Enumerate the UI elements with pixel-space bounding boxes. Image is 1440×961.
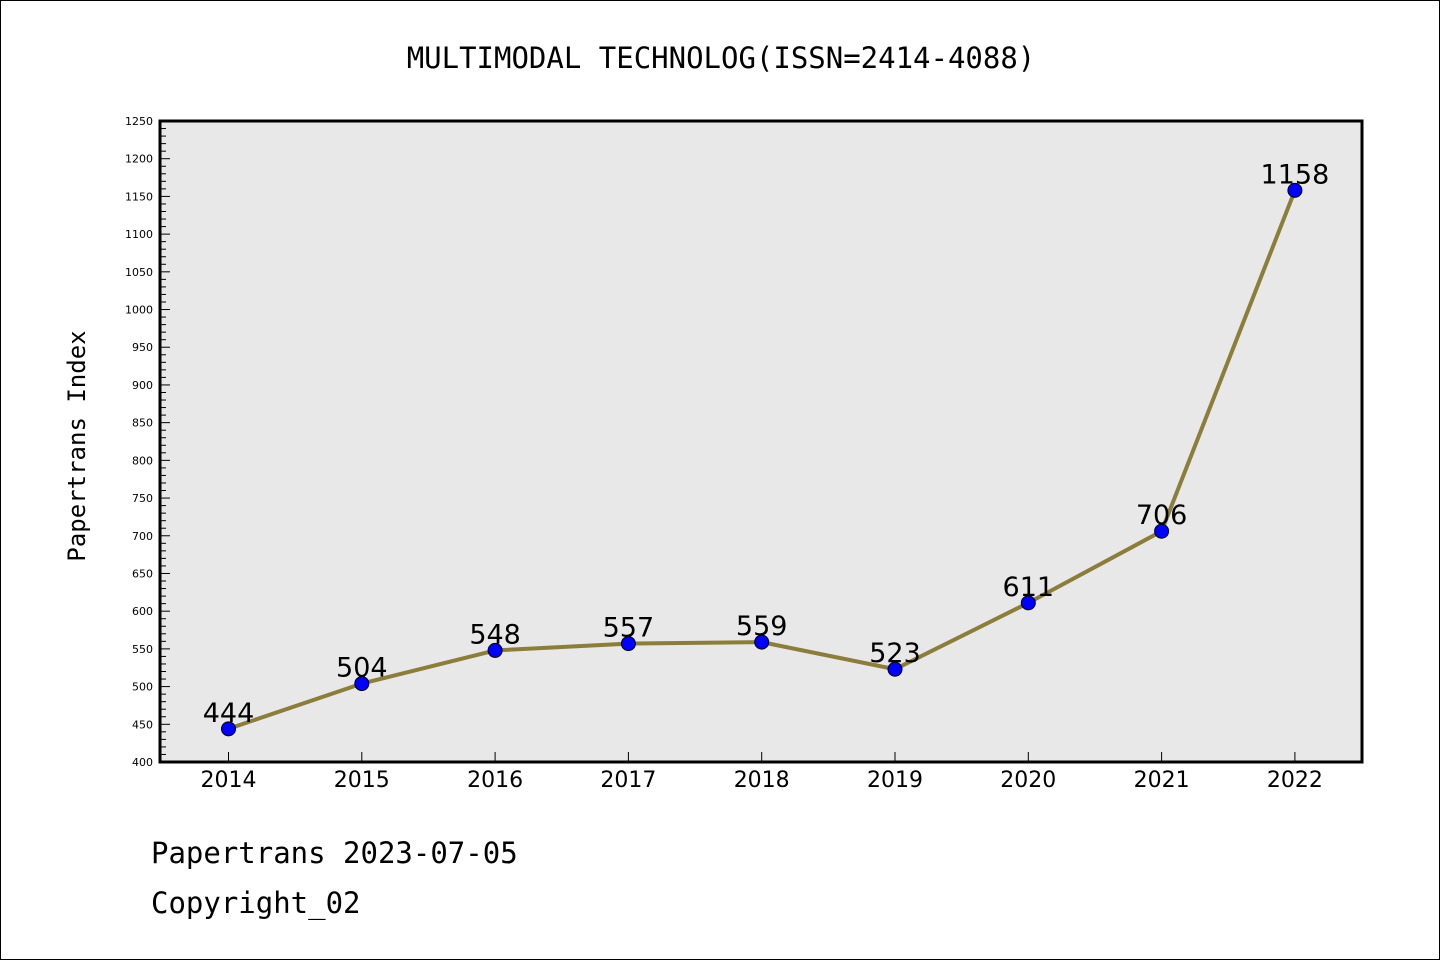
footer-copyright: Copyright_02 [151, 886, 361, 920]
y-tick-label: 750 [132, 492, 153, 505]
plot-border [158, 119, 1364, 764]
y-tick-label: 1150 [125, 190, 153, 203]
plot-area [160, 121, 1362, 762]
x-tick-label: 2022 [1267, 768, 1323, 793]
y-tick-label: 1050 [125, 266, 153, 279]
y-tick-label: 650 [132, 567, 153, 580]
y-tick-label: 500 [132, 681, 153, 694]
x-tick-label: 2014 [201, 768, 257, 793]
y-tick-label: 450 [132, 718, 153, 731]
y-tick-label: 400 [132, 756, 153, 769]
data-point [1287, 182, 1303, 198]
data-label: 706 [1136, 500, 1188, 531]
data-point [1154, 523, 1170, 539]
y-tick-label: 1100 [125, 228, 153, 241]
y-tick-label: 700 [132, 530, 153, 543]
y-tick-label: 900 [132, 379, 153, 392]
data-label: 557 [603, 613, 655, 644]
data-label: 559 [736, 611, 788, 642]
data-point [1020, 595, 1036, 611]
data-point [754, 634, 770, 650]
data-label: 523 [869, 638, 921, 669]
data-labels: 444 504 548 557 559 523 611 706 1158 [203, 159, 1330, 728]
footer-date: Papertrans 2023-07-05 [151, 836, 518, 870]
data-point [354, 676, 370, 692]
data-points [221, 182, 1303, 737]
x-tick-label: 2020 [1000, 768, 1056, 793]
data-label: 1158 [1261, 159, 1330, 190]
y-tick-label: 1000 [125, 304, 153, 317]
data-label: 444 [203, 698, 255, 729]
data-label: 548 [469, 619, 521, 650]
x-tick-label: 2021 [1134, 768, 1190, 793]
y-tick-label: 950 [132, 341, 153, 354]
y-tick-label: 800 [132, 454, 153, 467]
y-tick-label: 1200 [125, 153, 153, 166]
x-axis: 2014 2015 2016 2017 2018 2019 2020 2021 2022 [201, 752, 1323, 793]
y-axis: 400 450 500 550 600 650 700 750 800 850 900 950 1000… [125, 115, 170, 769]
x-tick-label: 2017 [600, 768, 656, 793]
data-point [887, 661, 903, 677]
data-point [221, 721, 236, 737]
data-point [487, 642, 503, 658]
x-tick-label: 2018 [734, 768, 790, 793]
chart-title: MULTIMODAL TECHNOLOG(ISSN=2414-4088) [407, 41, 1036, 75]
data-label: 504 [336, 653, 388, 684]
data-label: 611 [1003, 572, 1055, 603]
x-tick-label: 2015 [334, 768, 390, 793]
y-tick-label: 1250 [125, 115, 153, 128]
y-tick-label: 850 [132, 417, 153, 430]
y-axis-label: Papertrans Index [63, 330, 91, 561]
y-tick-label: 550 [132, 643, 153, 656]
x-tick-label: 2016 [467, 768, 523, 793]
data-point [620, 636, 636, 652]
x-tick-label: 2019 [867, 768, 923, 793]
y-tick-label: 600 [132, 605, 153, 618]
